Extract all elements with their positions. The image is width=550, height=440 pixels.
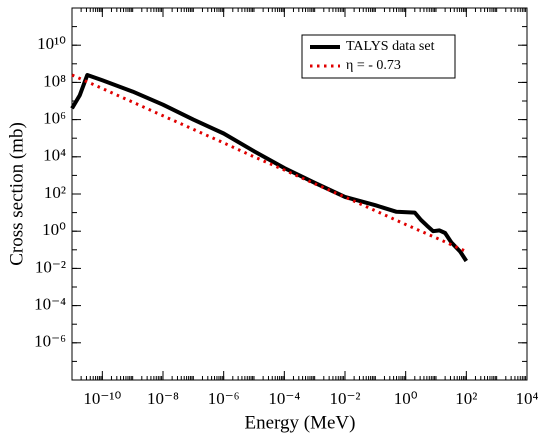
y-tick-label: 10⁻⁶ (34, 332, 66, 351)
x-tick-label: 10² (455, 389, 477, 408)
y-tick-label: 10⁶ (43, 109, 66, 128)
plot-frame (71, 7, 528, 381)
y-tick-label: 10⁰ (42, 220, 66, 239)
y-tick-label: 10² (44, 183, 66, 202)
x-tick-label: 10⁻⁶ (208, 389, 240, 408)
x-tick-label: 10⁻² (329, 389, 360, 408)
y-tick-label: 10⁴ (43, 146, 66, 165)
x-tick-label: 10⁴ (516, 389, 539, 408)
y-tick-label: 10⁻² (35, 257, 66, 276)
y-tick-label: 10¹⁰ (37, 34, 66, 53)
x-tick-label: 10⁻¹⁰ (83, 389, 121, 408)
x-tick-label: 10⁻⁸ (147, 389, 179, 408)
y-tick-label: 10⁸ (43, 71, 66, 90)
legend-label: η = - 0.73 (346, 58, 401, 73)
y-axis-title: Cross section (mb) (6, 122, 27, 266)
series-line (70, 73, 468, 263)
x-axis-title: Energy (MeV) (245, 412, 356, 433)
legend-label: TALYS data set (346, 39, 435, 54)
series-line (71, 73, 467, 253)
x-tick-label: 10⁻⁴ (268, 389, 300, 408)
x-tick-label: 10⁰ (394, 389, 418, 408)
y-tick-label: 10⁻⁴ (34, 295, 66, 314)
legend-box (301, 34, 456, 79)
